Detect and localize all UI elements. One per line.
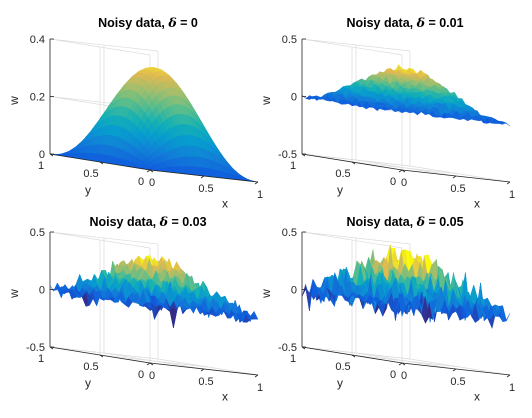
- y-tick: [99, 354, 104, 358]
- y-gridline-floor: [301, 346, 411, 360]
- x-tick-label: 0.5: [198, 376, 213, 388]
- x-tick-label: 1: [509, 189, 515, 201]
- surface-patch: [502, 305, 511, 322]
- y-tick-label: 1: [38, 160, 44, 172]
- x-tick: [146, 169, 151, 173]
- y-tick-label: 0.5: [335, 361, 350, 373]
- y-tick: [401, 169, 406, 173]
- x-tick-label: 0: [149, 370, 155, 382]
- x-tick: [506, 181, 511, 185]
- surface: [49, 255, 259, 328]
- y-tick-label: 0: [138, 369, 144, 381]
- y-tick-label: 1: [38, 353, 44, 365]
- x-tick: [200, 175, 205, 179]
- surface-patch: [502, 121, 511, 127]
- y-tick-label: 0: [138, 176, 144, 188]
- y-tick-label: 0.5: [335, 168, 350, 180]
- x-tick: [254, 181, 259, 185]
- y-tick-label: 0: [390, 176, 396, 188]
- x-gridline-floor: [409, 358, 511, 376]
- x-axis-label: x: [474, 196, 480, 210]
- y-gridline-floor: [351, 354, 461, 368]
- surface: [301, 244, 511, 329]
- x-tick-label: 1: [257, 382, 263, 394]
- x-tick-label: 0.5: [450, 376, 465, 388]
- x-tick-label: 0: [401, 370, 407, 382]
- z-tick-label: 0: [291, 285, 297, 297]
- z-tick-label: -0.5: [278, 342, 297, 354]
- z-tick-label: 0.2: [30, 92, 45, 104]
- z-tick-label: 0: [39, 149, 45, 161]
- z-axis-label: w: [7, 96, 21, 106]
- y-tick: [99, 161, 104, 165]
- x-tick: [506, 374, 511, 378]
- x-axis-label: x: [222, 196, 228, 210]
- z-tick-label: 0.5: [30, 227, 45, 239]
- y-tick-label: 0.5: [83, 361, 98, 373]
- y-gridline-floor: [301, 153, 411, 167]
- y-tick-label: 0.5: [83, 168, 98, 180]
- x-gridline-floor: [409, 165, 511, 183]
- x-axis-label: x: [474, 389, 480, 403]
- z-tick-label: -0.5: [26, 342, 45, 354]
- y-gridline-floor: [49, 346, 159, 360]
- x-tick: [146, 362, 151, 366]
- x-tick-label: 0: [401, 177, 407, 189]
- subplot-title: Noisy data, δ = 0: [98, 15, 198, 30]
- z-tick-label: 0: [291, 92, 297, 104]
- y-tick-label: 1: [290, 160, 296, 172]
- surface-patch: [169, 307, 178, 328]
- z-tick-label: 0.5: [282, 34, 297, 46]
- y-axis-label: y: [85, 376, 91, 390]
- x-tick: [200, 368, 205, 372]
- y-axis-label: y: [337, 183, 343, 197]
- z-tick-label: 0.5: [282, 227, 297, 239]
- subplot-title: Noisy data, δ = 0.05: [346, 214, 463, 229]
- x-axis-label: x: [222, 389, 228, 403]
- x-tick: [452, 175, 457, 179]
- z-tick-label: 0.4: [30, 34, 45, 46]
- x-tick-label: 1: [257, 189, 263, 201]
- x-tick-label: 0.5: [450, 183, 465, 195]
- surface: [49, 67, 259, 183]
- z-axis-label: w: [7, 289, 21, 299]
- y-gridline-floor: [99, 354, 209, 368]
- x-tick: [398, 169, 403, 173]
- x-tick: [254, 374, 259, 378]
- x-tick-label: 0: [149, 177, 155, 189]
- subplot-2: Noisy data, δ = 0.010 0.5 100.51-0.500.5xy…: [259, 15, 515, 210]
- subplot-3: Noisy data, δ = 0.030 0.5 100.51-0.500.5xy…: [7, 214, 263, 403]
- x-tick: [398, 362, 403, 366]
- z-axis-label: w: [259, 289, 273, 299]
- z-tick-label: -0.5: [278, 149, 297, 161]
- y-tick: [351, 354, 356, 358]
- surface: [301, 64, 511, 127]
- y-gridline-floor: [351, 161, 461, 175]
- y-tick: [351, 161, 356, 165]
- x-tick-label: 0.5: [198, 183, 213, 195]
- y-tick: [149, 169, 154, 173]
- x-gridline-floor: [157, 358, 259, 376]
- y-tick: [149, 362, 154, 366]
- x-tick: [452, 368, 457, 372]
- y-axis-label: y: [337, 376, 343, 390]
- y-tick: [401, 362, 406, 366]
- x-tick-label: 1: [509, 382, 515, 394]
- y-axis-label: y: [85, 183, 91, 197]
- z-tick-label: 0: [39, 285, 45, 297]
- y-tick-label: 1: [290, 353, 296, 365]
- surface-patch: [250, 310, 259, 320]
- subplot-title: Noisy data, δ = 0.01: [346, 15, 463, 30]
- subplot-4: Noisy data, δ = 0.050 0.5 100.51-0.500.5xy…: [259, 214, 515, 403]
- subplot-title: Noisy data, δ = 0.03: [89, 214, 206, 229]
- y-tick-label: 0: [390, 369, 396, 381]
- z-axis-label: w: [259, 96, 273, 106]
